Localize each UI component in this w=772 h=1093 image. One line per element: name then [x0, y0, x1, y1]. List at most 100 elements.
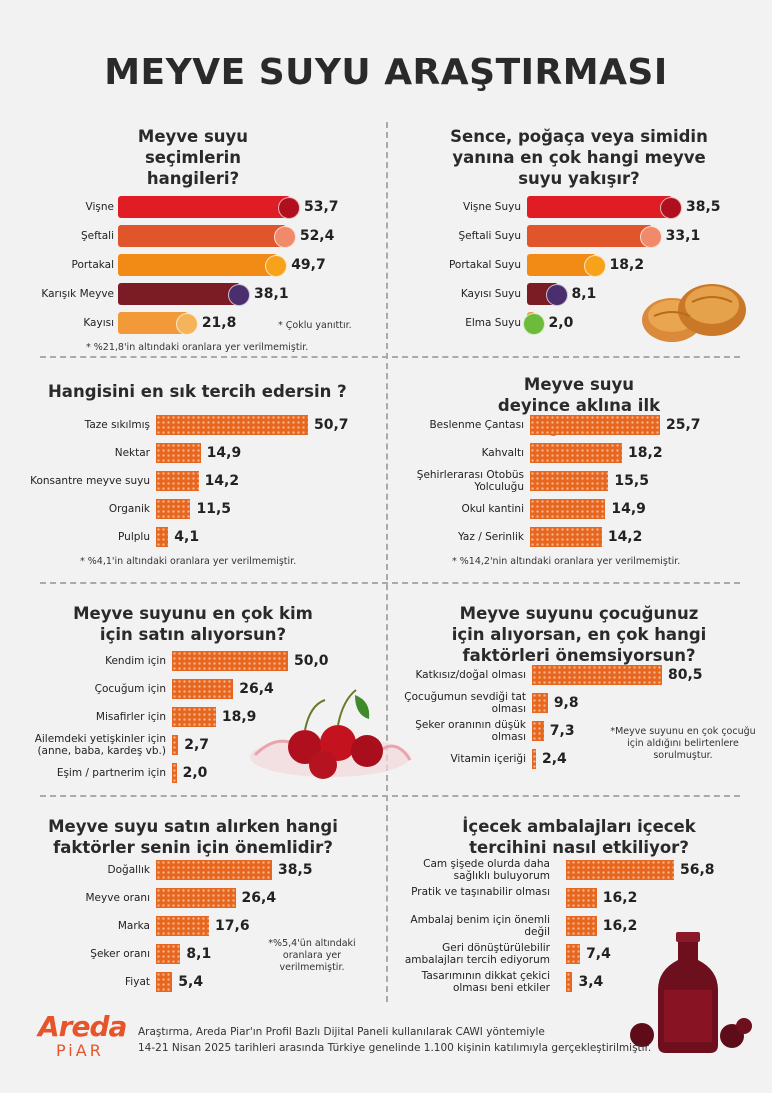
- pastry-illustration: [642, 284, 746, 342]
- peach-icon: [639, 226, 662, 248]
- value-label: 18,2: [609, 257, 645, 273]
- category-label: Elma Suyu: [465, 317, 521, 329]
- value-label: 14,9: [206, 445, 242, 461]
- category-label: Nektar: [114, 447, 150, 459]
- bar: [118, 312, 188, 334]
- category-label: Okul kantini: [461, 503, 524, 515]
- category-label: Doğallık: [107, 864, 150, 876]
- chart-panel: Meyve suyunu en çok kim için satın alıyo…: [34, 604, 329, 783]
- mixed-berry-icon: [545, 284, 568, 306]
- category-label: Fiyat: [125, 976, 150, 988]
- value-label: 14,2: [204, 473, 240, 489]
- footnote: *Meyve suyunu en çok çocuğu için aldığın…: [610, 726, 756, 761]
- bar: [566, 944, 581, 964]
- orange-icon: [583, 255, 606, 277]
- value-label: 4,1: [174, 529, 200, 545]
- category-label: Kayısı: [83, 317, 114, 329]
- category-label: Marka: [117, 920, 150, 932]
- bar: [156, 860, 272, 880]
- value-label: 2,0: [182, 765, 208, 781]
- category-label: Kayısı Suyu: [460, 288, 521, 300]
- bar: [172, 735, 179, 755]
- cherry-icon: [660, 197, 682, 219]
- value-label: 7,3: [549, 723, 575, 739]
- category-label: Portakal Suyu: [448, 259, 521, 271]
- chart-title: Sence, poğaça veya simidin yanına en çok…: [450, 127, 708, 188]
- mixed-berry-icon: [228, 284, 251, 306]
- category-label: Beslenme Çantası: [429, 419, 524, 431]
- bar: [530, 443, 623, 463]
- bar: [156, 499, 191, 519]
- category-label: Çocuğumun sevdiği tat olması: [404, 691, 526, 715]
- value-label: 2,4: [542, 751, 567, 767]
- bar: [172, 707, 216, 727]
- bar: [156, 972, 173, 992]
- category-label: Taze sıkılmış: [84, 419, 150, 431]
- category-label: Ailemdeki yetişkinler için (anne, baba, …: [34, 733, 166, 757]
- value-label: 3,4: [578, 974, 604, 990]
- bar: [530, 527, 602, 547]
- category-label: Konsantre meyve suyu: [30, 475, 150, 487]
- horizontal-divider: [40, 356, 740, 358]
- category-label: Kendim için: [105, 655, 166, 667]
- chart-panel: İçecek ambalajları içecek tercihini nası…: [386, 0, 772, 1093]
- bar: [532, 749, 536, 769]
- category-label: Ambalaj benim için önemli değil: [410, 914, 550, 938]
- category-label: Pratik ve taşınabilir olması: [411, 886, 550, 898]
- bar: [527, 254, 596, 276]
- bar: [527, 225, 652, 247]
- value-label: 16,2: [602, 918, 638, 934]
- category-label: Meyve oranı: [85, 892, 151, 904]
- value-label: 2,0: [548, 315, 574, 331]
- footnote: * %21,8'in altındaki oranlara yer verilm…: [86, 342, 309, 353]
- footnote: * %14,2'nin altındaki oranlara yer veril…: [452, 556, 681, 567]
- category-label: Şeker oranının düşük olması: [415, 719, 526, 743]
- horizontal-divider: [40, 795, 740, 797]
- chart-title: Meyve suyunu çocuğunuz için alıyorsan, e…: [451, 604, 707, 665]
- value-label: 16,2: [602, 890, 638, 906]
- bar: [156, 916, 210, 936]
- chart-title: Hangisini en sık tercih edersin ?: [48, 382, 347, 401]
- category-label: Şeftali: [80, 230, 114, 242]
- bar: [118, 196, 290, 218]
- value-label: 17,6: [215, 918, 250, 934]
- category-label: Şehirlerarası Otobüs Yolculuğu: [416, 469, 524, 493]
- category-label: Şeker oranı: [90, 948, 150, 960]
- value-label: 53,7: [304, 199, 339, 215]
- bar: [156, 471, 199, 491]
- juice-bottle-illustration: [630, 932, 752, 1053]
- peach-icon: [273, 226, 296, 248]
- chart-panel: Meyve suyu satın alırken hangi faktörler…: [48, 817, 356, 992]
- category-label: Çocuğum için: [94, 683, 166, 695]
- apricot-icon: [175, 313, 198, 335]
- areda-piar-logo: Areda PiAR: [38, 1010, 127, 1060]
- category-label: Eşim / partnerim için: [56, 767, 166, 779]
- chart-panel: Meyve suyunu çocuğunuz için alıyorsan, e…: [386, 0, 772, 1093]
- category-label: Pulplu: [118, 531, 150, 543]
- apple-icon: [522, 313, 545, 335]
- category-label: Cam şişede olurda daha sağlıklı buluyoru…: [423, 858, 550, 882]
- bar: [156, 443, 201, 463]
- bar: [566, 860, 674, 880]
- bar: [172, 679, 234, 699]
- bar: [530, 415, 660, 435]
- chart-title: Meyve suyu satın alırken hangi faktörler…: [48, 817, 338, 857]
- value-label: 8,1: [571, 286, 597, 302]
- value-label: 15,5: [614, 473, 649, 489]
- value-label: 52,4: [299, 228, 335, 244]
- bar: [156, 944, 181, 964]
- category-label: Vişne: [85, 201, 114, 213]
- bar: [530, 499, 606, 519]
- category-label: Portakal: [71, 259, 115, 271]
- value-label: 9,8: [553, 695, 579, 711]
- category-label: Vişne Suyu: [463, 201, 521, 213]
- footnote: * %4,1'in altındaki oranlara yer verilme…: [80, 556, 297, 567]
- bar: [118, 283, 241, 305]
- value-label: 8,1: [186, 946, 212, 962]
- value-label: 21,8: [201, 315, 237, 331]
- value-label: 7,4: [586, 946, 611, 962]
- value-label: 38,5: [686, 199, 721, 215]
- vertical-divider: [386, 122, 388, 1002]
- bar: [532, 693, 548, 713]
- value-label: 14,2: [607, 529, 643, 545]
